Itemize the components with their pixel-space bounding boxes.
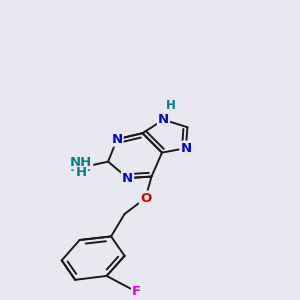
Text: NH: NH [70, 161, 92, 174]
Text: H: H [165, 99, 176, 112]
Text: F: F [132, 285, 141, 298]
Text: N: N [180, 142, 191, 154]
Text: H: H [166, 99, 176, 112]
Text: O: O [140, 192, 151, 205]
Text: N: N [122, 172, 133, 184]
Text: N: N [158, 113, 169, 126]
Text: N: N [112, 133, 123, 146]
Text: NH: NH [70, 156, 92, 169]
Text: H: H [76, 167, 87, 179]
